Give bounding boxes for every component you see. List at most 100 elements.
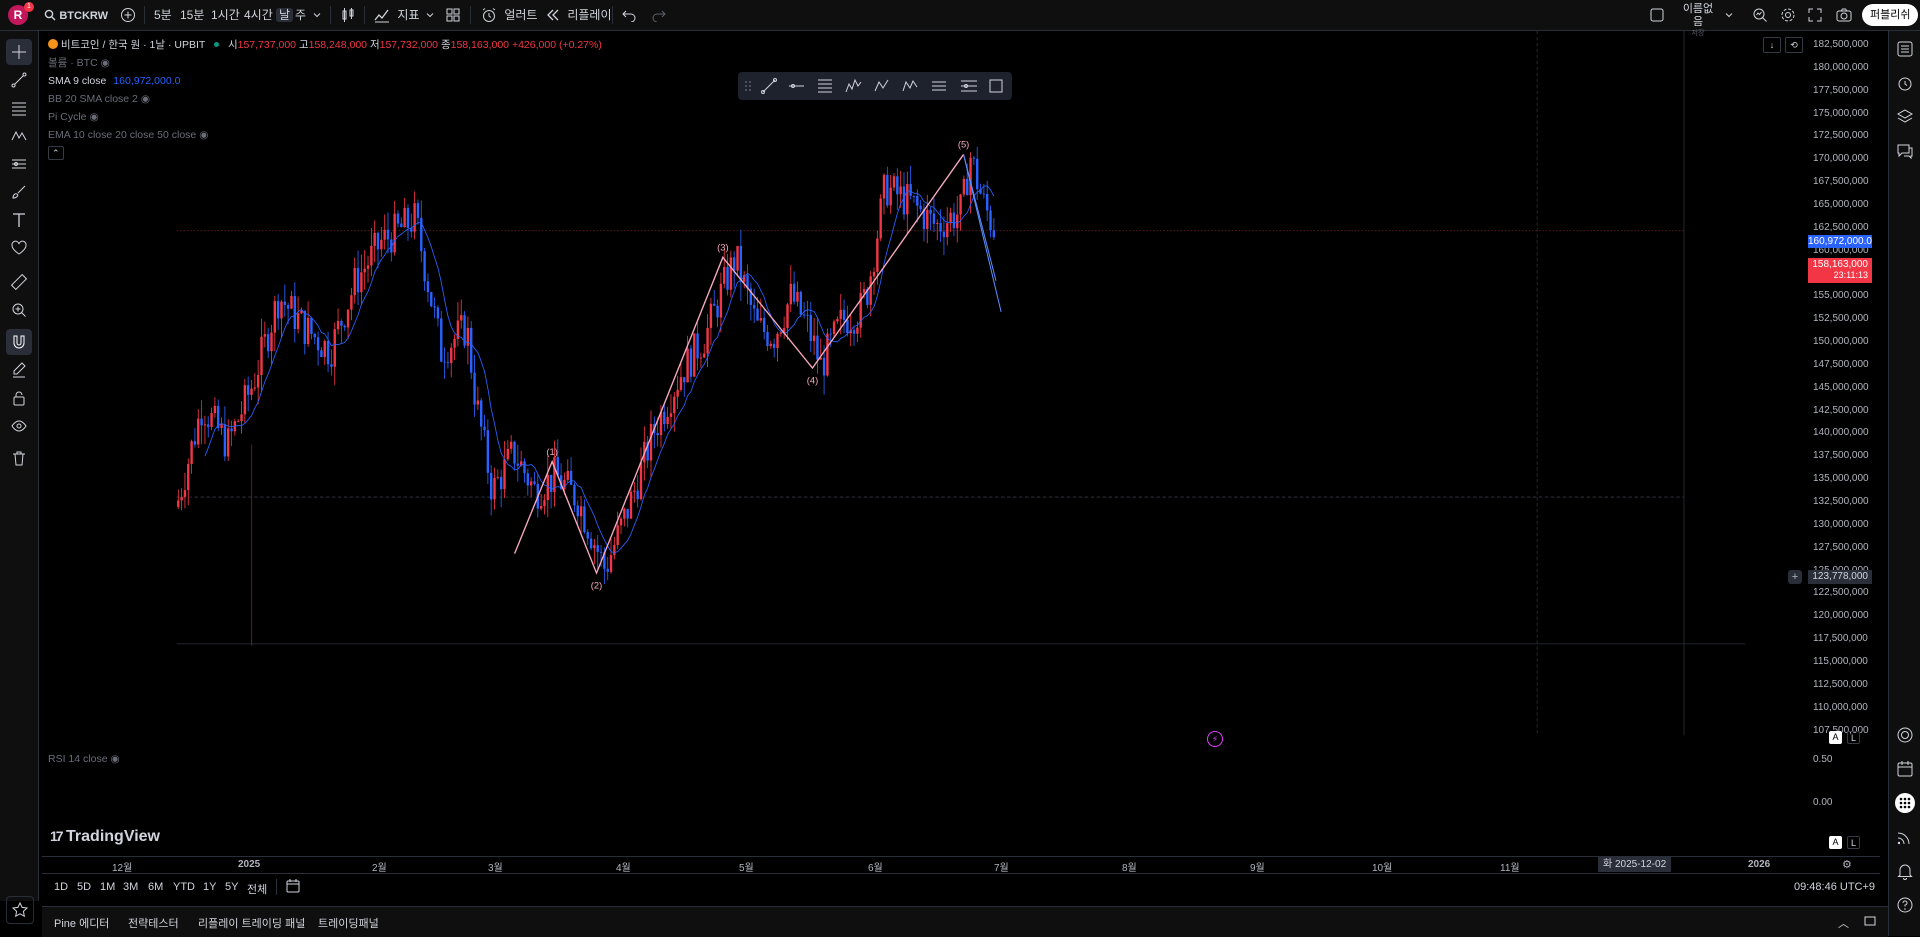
interval-week[interactable]: 주 xyxy=(295,8,307,22)
price-chart[interactable]: (1) (2) (3) (4) (5) xyxy=(42,31,1880,748)
ideas-button[interactable] xyxy=(1895,725,1915,745)
interval-5m[interactable]: 5분 xyxy=(154,8,172,22)
magnet-tool[interactable] xyxy=(6,329,32,355)
stay-drawing-tool[interactable] xyxy=(6,357,32,383)
symbol-search-button[interactable]: BTCKRW xyxy=(44,0,108,30)
alerts-panel-button[interactable] xyxy=(1895,73,1915,93)
rsi-log-toggle[interactable]: L xyxy=(1847,836,1860,849)
goto-date-button[interactable] xyxy=(286,879,300,896)
forecast-tool[interactable] xyxy=(6,151,32,177)
interval-day[interactable]: 날 xyxy=(276,8,294,22)
rsi-auto-toggle[interactable]: A xyxy=(1829,836,1842,849)
brush-tool[interactable] xyxy=(6,179,32,205)
range-1m[interactable]: 1M xyxy=(100,881,116,893)
help-button[interactable] xyxy=(1895,895,1915,915)
fib-retracement-icon[interactable] xyxy=(818,79,832,93)
hide-drawings-tool[interactable] xyxy=(6,413,32,439)
interval-dropdown[interactable] xyxy=(313,0,321,30)
replay-button[interactable]: 리플레이 xyxy=(546,0,612,30)
time-axis-settings[interactable]: ⚙ xyxy=(1842,858,1852,871)
interval-15m[interactable]: 15분 xyxy=(180,8,205,22)
legend-title[interactable]: 비트코인 / 한국 원 · 1날 · UPBIT xyxy=(60,39,206,51)
elliott-wave-path[interactable] xyxy=(513,154,965,575)
crosshair-tool[interactable] xyxy=(6,39,32,65)
tab-pine-editor[interactable]: Pine 에디터 xyxy=(54,918,110,930)
settings-button[interactable] xyxy=(1780,0,1796,30)
interval-4h[interactable]: 4시간 xyxy=(244,8,273,22)
layout-name[interactable]: 이름없음 저장 xyxy=(1678,3,1718,38)
range-1y[interactable]: 1Y xyxy=(203,881,217,893)
range-5d[interactable]: 5D xyxy=(77,881,92,893)
layouts-button[interactable] xyxy=(446,0,460,30)
range-1d[interactable]: 1D xyxy=(54,881,69,893)
lock-tool[interactable] xyxy=(6,385,32,411)
reset-button[interactable]: ⟲ xyxy=(1785,37,1803,53)
add-alert-plus-button[interactable]: + xyxy=(1788,570,1802,584)
drag-handle-icon[interactable] xyxy=(745,81,751,91)
tab-trading-panel[interactable]: 트레이딩패널 xyxy=(318,918,379,930)
sma-legend[interactable]: SMA 9 close 160,972,000.0 xyxy=(48,72,602,90)
compare-add-button[interactable] xyxy=(120,0,136,30)
layout-dropdown[interactable] xyxy=(1725,0,1733,30)
watchlist-star-button[interactable] xyxy=(6,896,34,924)
calendar-button[interactable] xyxy=(1895,759,1915,779)
layout-checkbox[interactable] xyxy=(1650,0,1664,30)
maximize-panel-button[interactable] xyxy=(1864,915,1876,930)
trendline-icon[interactable] xyxy=(761,78,777,94)
log-scale-toggle[interactable]: L xyxy=(1847,731,1860,744)
redo-button[interactable] xyxy=(652,0,666,30)
measure-tool[interactable] xyxy=(6,269,32,295)
time-axis[interactable]: 12월 2025 2월 3월 4월 5월 6월 7월 8월 9월 10월 11월… xyxy=(42,856,1880,874)
chart-type-button[interactable] xyxy=(340,0,356,30)
apps-button[interactable] xyxy=(1895,793,1915,813)
range-5y[interactable]: 5Y xyxy=(225,881,239,893)
parallel-channel-icon[interactable] xyxy=(932,81,946,91)
auto-scale-toggle[interactable]: A xyxy=(1829,731,1842,744)
range-all[interactable]: 전체 xyxy=(247,884,268,896)
ema-legend[interactable]: EMA 10 close 20 close 50 close ◉ xyxy=(48,126,602,144)
text-tool[interactable] xyxy=(6,207,32,233)
rectangle-icon[interactable] xyxy=(989,79,1003,93)
chats-button[interactable] xyxy=(1895,141,1915,161)
fullscreen-button[interactable] xyxy=(1808,0,1822,30)
indicators-button[interactable]: 지표 xyxy=(374,0,419,30)
fib-tool[interactable] xyxy=(6,95,32,121)
eye-icon[interactable]: ◉ xyxy=(89,111,99,123)
tab-replay-trading[interactable]: 리플레이 트레이딩 패널 xyxy=(198,918,306,930)
quick-search-button[interactable] xyxy=(1752,0,1768,30)
indicators-dropdown[interactable] xyxy=(426,0,434,30)
tab-strategy-tester[interactable]: 전략테스터 xyxy=(128,918,179,930)
snapshot-button[interactable] xyxy=(1836,0,1852,30)
collapse-legend-button[interactable]: ⌃ xyxy=(48,144,602,162)
collapse-panel-button[interactable]: ︿ xyxy=(1838,915,1849,931)
eye-icon[interactable]: ◉ xyxy=(110,753,120,765)
alert-button[interactable]: 얼러트 xyxy=(481,0,537,30)
eye-icon[interactable]: ◉ xyxy=(199,129,209,141)
range-ytd[interactable]: YTD xyxy=(173,881,195,893)
trendline-tool[interactable] xyxy=(6,67,32,93)
range-6m[interactable]: 6M xyxy=(148,881,164,893)
streams-button[interactable] xyxy=(1895,827,1915,847)
zoom-tool[interactable] xyxy=(6,297,32,323)
object-tree-button[interactable] xyxy=(1895,107,1915,127)
elliott-triangle-icon[interactable] xyxy=(902,79,918,92)
pattern-tool[interactable] xyxy=(6,123,32,149)
remove-drawings-tool[interactable] xyxy=(6,445,32,471)
range-3m[interactable]: 3M xyxy=(123,881,139,893)
correction-channel-line[interactable] xyxy=(963,154,1002,313)
interval-1h[interactable]: 1시간 xyxy=(211,8,240,22)
user-avatar[interactable]: R xyxy=(8,5,28,25)
horizontal-ray-icon[interactable] xyxy=(789,84,804,88)
elliott-correction-icon[interactable] xyxy=(874,79,889,92)
volume-legend[interactable]: 볼륨 · BTC ◉ xyxy=(48,54,602,72)
notifications-button[interactable] xyxy=(1895,861,1915,881)
eye-icon[interactable]: ◉ xyxy=(140,93,150,105)
elliott-impulse-icon[interactable] xyxy=(845,78,862,93)
undo-button[interactable] xyxy=(622,0,636,30)
timezone-clock[interactable]: 09:48:46 UTC+9 xyxy=(1794,881,1876,893)
favorites-tool[interactable] xyxy=(6,235,32,261)
lightning-event-icon[interactable]: ⚡ xyxy=(1207,731,1223,747)
publish-button[interactable]: 퍼블리쉬 xyxy=(1862,4,1919,26)
watchlist-button[interactable] xyxy=(1895,39,1915,59)
pi-cycle-legend[interactable]: Pi Cycle ◉ xyxy=(48,108,602,126)
